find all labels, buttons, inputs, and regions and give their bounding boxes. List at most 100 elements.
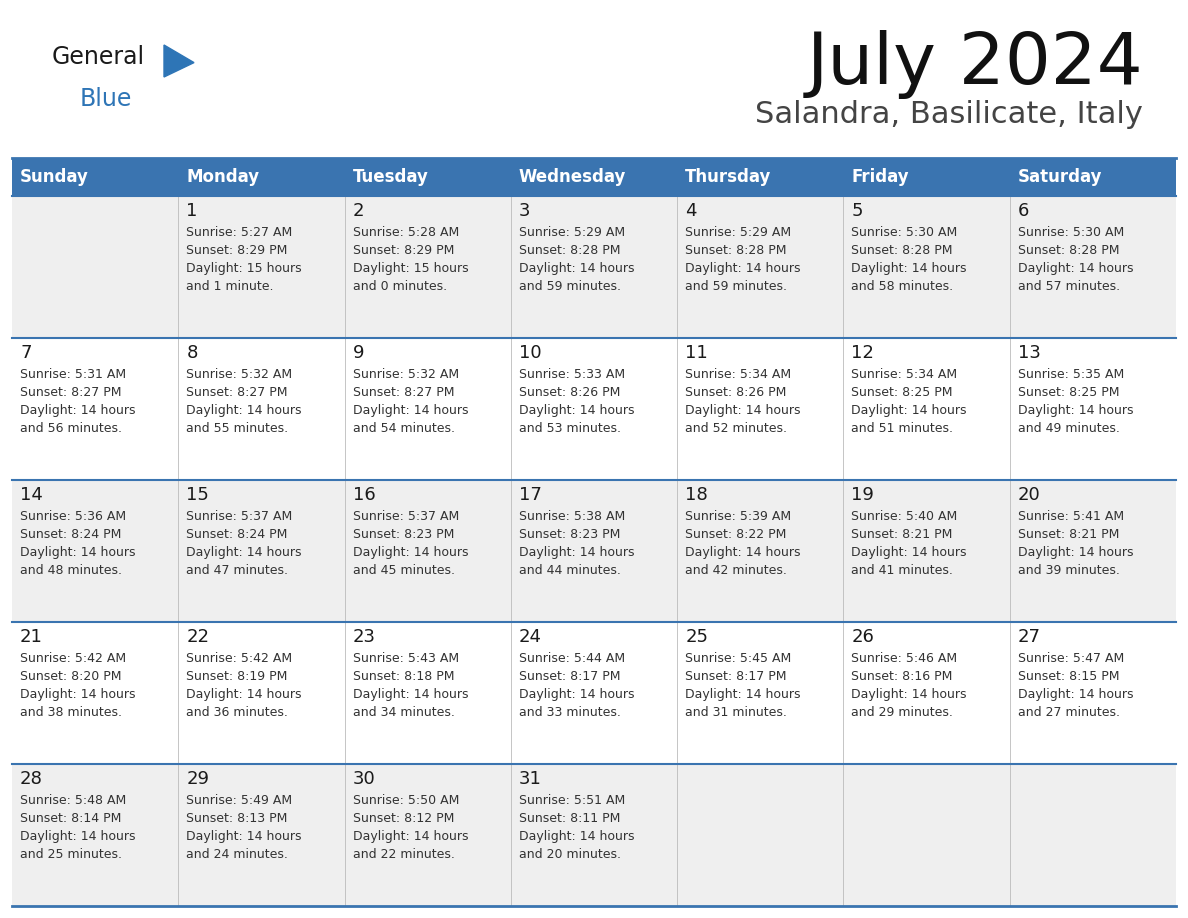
Text: and 24 minutes.: and 24 minutes. bbox=[187, 848, 289, 861]
Text: and 36 minutes.: and 36 minutes. bbox=[187, 706, 289, 719]
Text: Sunset: 8:27 PM: Sunset: 8:27 PM bbox=[20, 386, 121, 399]
Text: and 22 minutes.: and 22 minutes. bbox=[353, 848, 455, 861]
Text: Daylight: 14 hours: Daylight: 14 hours bbox=[852, 404, 967, 417]
Text: and 39 minutes.: and 39 minutes. bbox=[1018, 564, 1119, 577]
Text: and 59 minutes.: and 59 minutes. bbox=[685, 280, 788, 293]
Text: 11: 11 bbox=[685, 344, 708, 362]
Text: Friday: Friday bbox=[852, 168, 909, 186]
Text: Daylight: 15 hours: Daylight: 15 hours bbox=[353, 262, 468, 275]
Polygon shape bbox=[164, 45, 194, 77]
Text: and 0 minutes.: and 0 minutes. bbox=[353, 280, 447, 293]
Text: and 58 minutes.: and 58 minutes. bbox=[852, 280, 954, 293]
Text: 1: 1 bbox=[187, 202, 197, 220]
Text: Daylight: 14 hours: Daylight: 14 hours bbox=[519, 546, 634, 559]
Text: 18: 18 bbox=[685, 486, 708, 504]
Bar bbox=[12, 480, 1176, 622]
Text: Sunrise: 5:37 AM: Sunrise: 5:37 AM bbox=[353, 510, 459, 523]
Text: Salandra, Basilicate, Italy: Salandra, Basilicate, Italy bbox=[756, 100, 1143, 129]
Text: and 27 minutes.: and 27 minutes. bbox=[1018, 706, 1120, 719]
Text: Sunrise: 5:32 AM: Sunrise: 5:32 AM bbox=[353, 368, 459, 381]
Text: Sunrise: 5:32 AM: Sunrise: 5:32 AM bbox=[187, 368, 292, 381]
Text: Daylight: 14 hours: Daylight: 14 hours bbox=[852, 688, 967, 701]
Text: Sunrise: 5:48 AM: Sunrise: 5:48 AM bbox=[20, 794, 126, 807]
Text: Sunrise: 5:31 AM: Sunrise: 5:31 AM bbox=[20, 368, 126, 381]
Bar bbox=[12, 764, 1176, 906]
Text: Sunrise: 5:30 AM: Sunrise: 5:30 AM bbox=[1018, 226, 1124, 239]
Text: Sunset: 8:14 PM: Sunset: 8:14 PM bbox=[20, 812, 121, 825]
Text: Tuesday: Tuesday bbox=[353, 168, 429, 186]
Text: Daylight: 14 hours: Daylight: 14 hours bbox=[1018, 546, 1133, 559]
Text: Sunset: 8:26 PM: Sunset: 8:26 PM bbox=[685, 386, 786, 399]
Text: Daylight: 14 hours: Daylight: 14 hours bbox=[20, 404, 135, 417]
Text: 25: 25 bbox=[685, 628, 708, 646]
Text: Sunset: 8:26 PM: Sunset: 8:26 PM bbox=[519, 386, 620, 399]
Text: 30: 30 bbox=[353, 770, 375, 788]
Text: Sunrise: 5:35 AM: Sunrise: 5:35 AM bbox=[1018, 368, 1124, 381]
Text: and 31 minutes.: and 31 minutes. bbox=[685, 706, 786, 719]
Text: Daylight: 14 hours: Daylight: 14 hours bbox=[685, 688, 801, 701]
Text: Thursday: Thursday bbox=[685, 168, 771, 186]
Text: Sunset: 8:16 PM: Sunset: 8:16 PM bbox=[852, 670, 953, 683]
Text: Sunrise: 5:47 AM: Sunrise: 5:47 AM bbox=[1018, 652, 1124, 665]
Bar bbox=[12, 622, 1176, 764]
Text: Daylight: 14 hours: Daylight: 14 hours bbox=[20, 830, 135, 843]
Text: Daylight: 14 hours: Daylight: 14 hours bbox=[685, 546, 801, 559]
Text: Sunset: 8:20 PM: Sunset: 8:20 PM bbox=[20, 670, 121, 683]
Text: and 45 minutes.: and 45 minutes. bbox=[353, 564, 455, 577]
Text: and 20 minutes.: and 20 minutes. bbox=[519, 848, 621, 861]
Text: Daylight: 14 hours: Daylight: 14 hours bbox=[353, 546, 468, 559]
Text: Sunrise: 5:29 AM: Sunrise: 5:29 AM bbox=[685, 226, 791, 239]
Text: Daylight: 14 hours: Daylight: 14 hours bbox=[187, 404, 302, 417]
Text: Sunset: 8:27 PM: Sunset: 8:27 PM bbox=[353, 386, 454, 399]
Text: Daylight: 14 hours: Daylight: 14 hours bbox=[685, 404, 801, 417]
Text: and 44 minutes.: and 44 minutes. bbox=[519, 564, 621, 577]
Text: Daylight: 14 hours: Daylight: 14 hours bbox=[187, 830, 302, 843]
Text: Daylight: 14 hours: Daylight: 14 hours bbox=[852, 262, 967, 275]
Text: Sunset: 8:19 PM: Sunset: 8:19 PM bbox=[187, 670, 287, 683]
Text: and 48 minutes.: and 48 minutes. bbox=[20, 564, 122, 577]
Text: Sunset: 8:21 PM: Sunset: 8:21 PM bbox=[1018, 528, 1119, 541]
Text: Sunrise: 5:38 AM: Sunrise: 5:38 AM bbox=[519, 510, 625, 523]
Text: Sunset: 8:29 PM: Sunset: 8:29 PM bbox=[353, 244, 454, 257]
Text: 24: 24 bbox=[519, 628, 542, 646]
Text: 16: 16 bbox=[353, 486, 375, 504]
Text: 23: 23 bbox=[353, 628, 375, 646]
Text: Daylight: 14 hours: Daylight: 14 hours bbox=[187, 546, 302, 559]
Text: Daylight: 14 hours: Daylight: 14 hours bbox=[1018, 262, 1133, 275]
Text: 27: 27 bbox=[1018, 628, 1041, 646]
Text: Sunrise: 5:34 AM: Sunrise: 5:34 AM bbox=[685, 368, 791, 381]
Text: 26: 26 bbox=[852, 628, 874, 646]
Text: Sunset: 8:21 PM: Sunset: 8:21 PM bbox=[852, 528, 953, 541]
Text: July 2024: July 2024 bbox=[807, 30, 1143, 99]
Text: and 56 minutes.: and 56 minutes. bbox=[20, 422, 122, 435]
Text: Sunset: 8:23 PM: Sunset: 8:23 PM bbox=[519, 528, 620, 541]
Text: 31: 31 bbox=[519, 770, 542, 788]
Text: Sunrise: 5:45 AM: Sunrise: 5:45 AM bbox=[685, 652, 791, 665]
Text: Sunset: 8:29 PM: Sunset: 8:29 PM bbox=[187, 244, 287, 257]
Text: Sunset: 8:15 PM: Sunset: 8:15 PM bbox=[1018, 670, 1119, 683]
Text: Sunrise: 5:49 AM: Sunrise: 5:49 AM bbox=[187, 794, 292, 807]
Text: Sunset: 8:28 PM: Sunset: 8:28 PM bbox=[519, 244, 620, 257]
Text: and 29 minutes.: and 29 minutes. bbox=[852, 706, 953, 719]
Text: 13: 13 bbox=[1018, 344, 1041, 362]
Text: Sunrise: 5:42 AM: Sunrise: 5:42 AM bbox=[20, 652, 126, 665]
Text: Sunset: 8:24 PM: Sunset: 8:24 PM bbox=[187, 528, 287, 541]
Bar bbox=[12, 338, 1176, 480]
Text: Sunset: 8:25 PM: Sunset: 8:25 PM bbox=[1018, 386, 1119, 399]
Text: Sunset: 8:28 PM: Sunset: 8:28 PM bbox=[685, 244, 786, 257]
Text: and 51 minutes.: and 51 minutes. bbox=[852, 422, 954, 435]
Text: Sunset: 8:27 PM: Sunset: 8:27 PM bbox=[187, 386, 287, 399]
Text: Daylight: 14 hours: Daylight: 14 hours bbox=[20, 688, 135, 701]
Text: and 34 minutes.: and 34 minutes. bbox=[353, 706, 455, 719]
Text: 10: 10 bbox=[519, 344, 542, 362]
Text: 22: 22 bbox=[187, 628, 209, 646]
Text: Blue: Blue bbox=[80, 87, 132, 111]
Text: 3: 3 bbox=[519, 202, 530, 220]
Text: Sunrise: 5:33 AM: Sunrise: 5:33 AM bbox=[519, 368, 625, 381]
Text: 12: 12 bbox=[852, 344, 874, 362]
Text: Sunrise: 5:34 AM: Sunrise: 5:34 AM bbox=[852, 368, 958, 381]
Text: Sunset: 8:23 PM: Sunset: 8:23 PM bbox=[353, 528, 454, 541]
Text: Daylight: 14 hours: Daylight: 14 hours bbox=[519, 262, 634, 275]
Text: Sunrise: 5:50 AM: Sunrise: 5:50 AM bbox=[353, 794, 459, 807]
Text: Daylight: 14 hours: Daylight: 14 hours bbox=[187, 688, 302, 701]
